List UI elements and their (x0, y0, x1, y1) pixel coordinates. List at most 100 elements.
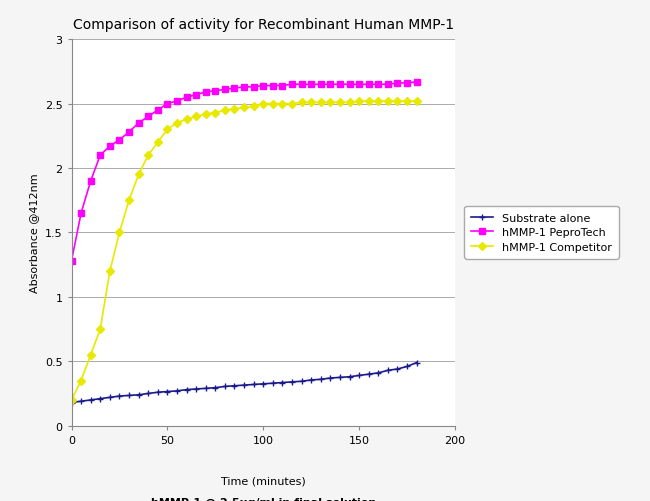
Line: hMMP-1 Competitor: hMMP-1 Competitor (69, 99, 419, 403)
hMMP-1 PeproTech (259, 83, 267, 89)
hMMP-1 Competitor (231, 107, 239, 113)
Substrate alone (298, 378, 305, 384)
Substrate alone (384, 368, 392, 374)
Text: Time (minutes): Time (minutes) (221, 476, 306, 486)
Substrate alone (250, 382, 257, 388)
hMMP-1 PeproTech (202, 90, 209, 96)
Substrate alone (231, 383, 239, 389)
hMMP-1 PeproTech (393, 81, 401, 87)
hMMP-1 PeproTech (231, 86, 239, 92)
hMMP-1 Competitor (211, 110, 219, 116)
hMMP-1 PeproTech (413, 80, 421, 86)
hMMP-1 Competitor (202, 112, 209, 118)
hMMP-1 Competitor (250, 104, 257, 110)
Substrate alone (77, 398, 85, 404)
Substrate alone (413, 360, 421, 366)
hMMP-1 PeproTech (77, 210, 85, 216)
hMMP-1 PeproTech (269, 83, 277, 89)
Substrate alone (403, 364, 411, 370)
hMMP-1 PeproTech (125, 130, 133, 136)
Text: hMMP-1 @ 2.5ug/ml in final solution: hMMP-1 @ 2.5ug/ml in final solution (151, 497, 376, 501)
Substrate alone (144, 391, 152, 397)
Substrate alone (365, 371, 372, 377)
hMMP-1 Competitor (135, 172, 142, 178)
Substrate alone (116, 393, 124, 399)
hMMP-1 PeproTech (365, 82, 372, 88)
hMMP-1 Competitor (86, 352, 95, 358)
hMMP-1 Competitor (326, 100, 334, 106)
Substrate alone (317, 377, 324, 383)
hMMP-1 Competitor (317, 100, 324, 106)
hMMP-1 Competitor (240, 105, 248, 111)
hMMP-1 Competitor (384, 99, 392, 105)
Substrate alone (68, 400, 75, 406)
hMMP-1 Competitor (346, 100, 354, 106)
hMMP-1 Competitor (298, 100, 305, 106)
hMMP-1 PeproTech (86, 178, 95, 184)
hMMP-1 Competitor (173, 121, 181, 127)
Substrate alone (355, 373, 363, 379)
hMMP-1 PeproTech (68, 258, 75, 264)
hMMP-1 Competitor (96, 327, 104, 333)
hMMP-1 PeproTech (307, 82, 315, 88)
hMMP-1 Competitor (307, 100, 315, 106)
Substrate alone (240, 382, 248, 388)
Substrate alone (326, 375, 334, 381)
hMMP-1 PeproTech (346, 82, 354, 88)
hMMP-1 Competitor (288, 101, 296, 107)
hMMP-1 Competitor (154, 140, 162, 146)
hMMP-1 Competitor (106, 269, 114, 275)
hMMP-1 Competitor (278, 101, 286, 107)
hMMP-1 Competitor (116, 230, 124, 236)
hMMP-1 PeproTech (288, 82, 296, 88)
hMMP-1 Competitor (355, 99, 363, 105)
Substrate alone (106, 395, 114, 401)
Substrate alone (86, 397, 95, 403)
hMMP-1 PeproTech (240, 85, 248, 91)
hMMP-1 PeproTech (221, 87, 229, 93)
Substrate alone (135, 392, 142, 398)
Y-axis label: Absorbance @412nm: Absorbance @412nm (29, 173, 39, 293)
Substrate alone (96, 396, 104, 402)
hMMP-1 PeproTech (336, 82, 344, 88)
hMMP-1 PeproTech (173, 99, 181, 105)
Substrate alone (211, 385, 219, 391)
hMMP-1 Competitor (403, 99, 411, 105)
hMMP-1 PeproTech (374, 82, 382, 88)
Substrate alone (346, 374, 354, 380)
hMMP-1 PeproTech (135, 121, 142, 127)
hMMP-1 Competitor (374, 99, 382, 105)
hMMP-1 PeproTech (116, 137, 124, 143)
Substrate alone (221, 384, 229, 390)
hMMP-1 PeproTech (355, 82, 363, 88)
hMMP-1 Competitor (164, 127, 172, 133)
hMMP-1 Competitor (221, 108, 229, 114)
hMMP-1 Competitor (269, 101, 277, 107)
hMMP-1 Competitor (336, 100, 344, 106)
hMMP-1 PeproTech (164, 101, 172, 107)
Substrate alone (192, 386, 200, 392)
hMMP-1 PeproTech (183, 95, 190, 101)
Substrate alone (125, 393, 133, 399)
hMMP-1 Competitor (393, 99, 401, 105)
hMMP-1 PeproTech (250, 85, 257, 91)
Substrate alone (154, 389, 162, 395)
hMMP-1 Competitor (259, 101, 267, 107)
hMMP-1 PeproTech (144, 114, 152, 120)
hMMP-1 PeproTech (211, 89, 219, 95)
Substrate alone (288, 379, 296, 385)
hMMP-1 PeproTech (278, 83, 286, 89)
Substrate alone (183, 387, 190, 393)
hMMP-1 Competitor (77, 378, 85, 384)
Substrate alone (278, 380, 286, 386)
hMMP-1 Competitor (365, 99, 372, 105)
Legend: Substrate alone, hMMP-1 PeproTech, hMMP-1 Competitor: Substrate alone, hMMP-1 PeproTech, hMMP-… (464, 207, 619, 259)
Substrate alone (164, 389, 172, 395)
hMMP-1 Competitor (183, 117, 190, 123)
hMMP-1 Competitor (192, 114, 200, 120)
hMMP-1 PeproTech (384, 82, 392, 88)
hMMP-1 PeproTech (154, 108, 162, 114)
Substrate alone (307, 377, 315, 383)
Substrate alone (269, 380, 277, 386)
hMMP-1 PeproTech (326, 82, 334, 88)
